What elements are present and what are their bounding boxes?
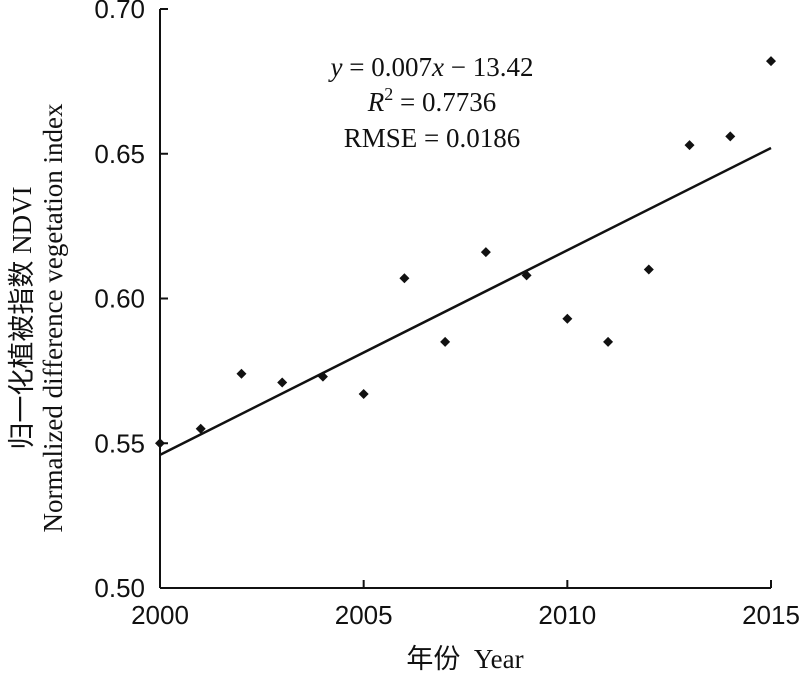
eq-coef: = 0.007 [343, 52, 432, 82]
data-point [155, 438, 165, 449]
x-tick-label: 2000 [131, 600, 189, 630]
data-point [521, 270, 532, 281]
data-point [317, 371, 328, 382]
y-axis-label-line1: 归一化植被指数 NDVI [7, 186, 37, 449]
eq-x-var: x [431, 52, 444, 82]
x-tick-label: 2010 [538, 600, 596, 630]
data-point [358, 389, 369, 400]
r2-var: R [367, 87, 385, 117]
trendline-layer [159, 146, 772, 456]
trendline [159, 146, 772, 456]
data-point [480, 247, 491, 258]
data-point [766, 56, 776, 67]
eq-intercept: − 13.42 [444, 52, 533, 82]
r-squared: R2 = 0.7736 [367, 84, 496, 117]
data-point [725, 131, 736, 142]
y-tick-label: 0.50 [94, 573, 145, 603]
data-point [562, 313, 573, 324]
y-tick-label: 0.70 [94, 0, 145, 24]
data-point [684, 140, 695, 151]
data-point [236, 368, 247, 379]
x-axis-label: 年份 Year [406, 644, 523, 674]
eq-y-var: y [328, 52, 343, 82]
regression-equation: y = 0.007x − 13.42 [328, 52, 534, 82]
data-point [399, 273, 410, 284]
rmse: RMSE = 0.0186 [344, 123, 521, 153]
data-point [643, 264, 654, 275]
r2-sup: 2 [384, 84, 393, 104]
data-point [603, 336, 614, 347]
x-tick-label: 2015 [742, 600, 800, 630]
ticks: 0.50 0.55 0.60 0.65 0.70 2000 2005 2010 2015 [94, 0, 800, 630]
y-axis-label-line2: Normalized difference vegetation index [38, 103, 68, 533]
data-point [277, 377, 288, 388]
x-tick-label: 2005 [335, 600, 393, 630]
y-tick-label: 0.60 [94, 284, 145, 314]
r2-value: = 0.7736 [393, 87, 496, 117]
y-tick-label: 0.55 [94, 428, 145, 458]
data-points [155, 56, 776, 449]
y-tick-label: 0.65 [94, 139, 145, 169]
data-point [440, 336, 451, 347]
data-point [195, 423, 206, 434]
